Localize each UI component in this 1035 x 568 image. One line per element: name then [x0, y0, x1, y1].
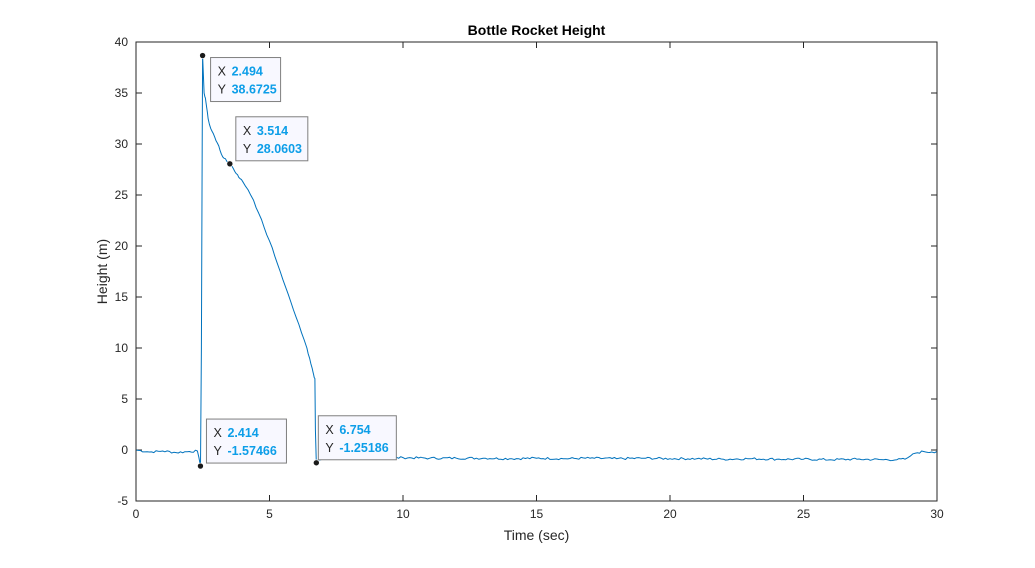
- x-tick-label: 25: [797, 507, 811, 521]
- y-tick-label: -5: [117, 494, 128, 508]
- datatip-marker[interactable]: [199, 52, 206, 59]
- y-tick-label: 0: [121, 443, 128, 457]
- x-tick-label: 10: [396, 507, 410, 521]
- series-line: [135, 55, 938, 467]
- x-tick-label: 20: [663, 507, 677, 521]
- datatip-marker[interactable]: [313, 459, 320, 467]
- datatip-x-value: 2.414: [227, 426, 258, 440]
- axes-box: [135, 41, 938, 502]
- datatip-y-key: Y: [218, 83, 227, 97]
- datatip-y-value: -1.25186: [339, 441, 388, 455]
- ticks-layer: 0 5 10 15 20 25 30 -5 0 5 10 15 20 25 30 35 40: [115, 35, 944, 521]
- datatip-marker[interactable]: [197, 462, 204, 470]
- x-axis-label: Time (sec): [504, 527, 570, 543]
- datatip[interactable]: X 6.754 Y -1.25186: [313, 415, 397, 467]
- datatip-y-value: -1.57466: [227, 444, 276, 458]
- datatip-x-value: 3.514: [257, 124, 288, 138]
- datatip-box: [210, 57, 282, 103]
- datatip[interactable]: X 3.514 Y 28.0603: [226, 116, 309, 168]
- x-tick-label: 0: [133, 507, 140, 521]
- datatip-x-key: X: [325, 423, 334, 437]
- datatip-x-value: 2.494: [232, 65, 263, 79]
- datatip-y-value: 28.0603: [257, 142, 302, 156]
- y-tick-label: 40: [115, 35, 129, 49]
- datatip-x-value: 6.754: [339, 423, 370, 437]
- x-tick-label: 5: [266, 507, 273, 521]
- datatip-marker[interactable]: [226, 160, 234, 168]
- datatip-x-key: X: [213, 426, 222, 440]
- x-tick-label: 15: [530, 507, 544, 521]
- y-tick-label: 25: [115, 188, 129, 202]
- datatips-layer: X 2.494 Y 38.6725 X 3.514 Y 28.0603 X 2.414 Y -1.57…: [197, 52, 397, 470]
- y-tick-label: 30: [115, 137, 129, 151]
- datatip-box: [205, 418, 287, 464]
- chart-title: Bottle Rocket Height: [468, 22, 606, 38]
- datatip-y-key: Y: [213, 444, 222, 458]
- datatip-x-key: X: [218, 65, 227, 79]
- y-tick-label: 15: [115, 290, 129, 304]
- datatip[interactable]: X 2.494 Y 38.6725: [199, 52, 282, 103]
- datatip-y-value: 38.6725: [232, 83, 277, 97]
- datatip[interactable]: X 2.414 Y -1.57466: [197, 418, 287, 470]
- y-tick-label: 5: [121, 392, 128, 406]
- datatip-box: [317, 415, 397, 461]
- x-tick-label: 30: [930, 507, 944, 521]
- y-axis-label: Height (m): [94, 239, 110, 304]
- datatip-x-key: X: [243, 124, 252, 138]
- plot-layer: [135, 55, 938, 467]
- y-tick-label: 20: [115, 239, 129, 253]
- y-tick-label: 35: [115, 86, 129, 100]
- y-tick-label: 10: [115, 341, 129, 355]
- datatip-box: [235, 116, 309, 162]
- datatip-y-key: Y: [243, 142, 252, 156]
- datatip-y-key: Y: [325, 441, 334, 455]
